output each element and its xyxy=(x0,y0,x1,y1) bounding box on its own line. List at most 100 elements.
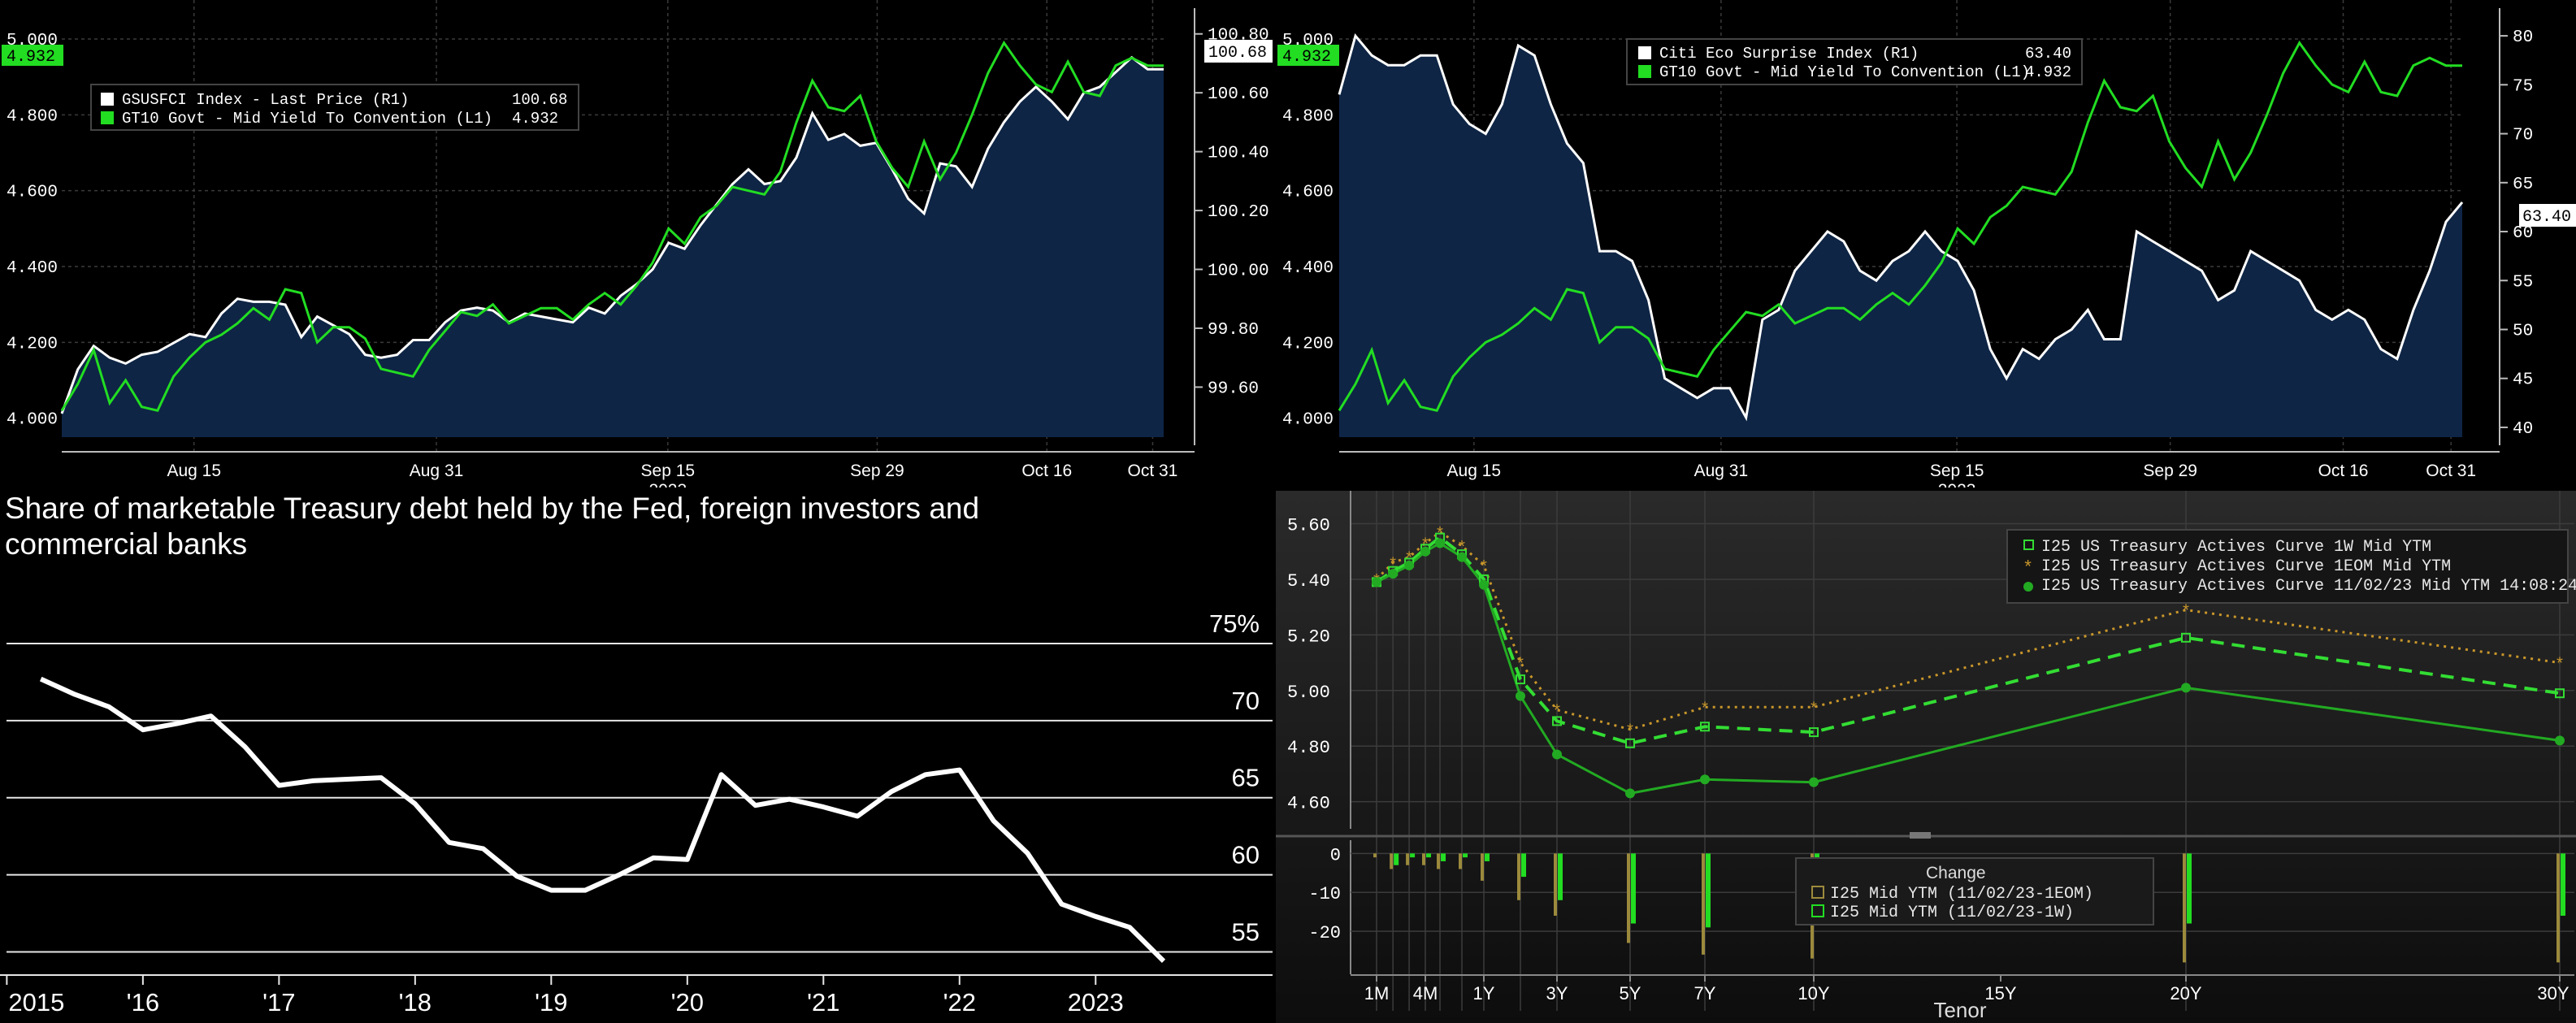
y-right-tick-label: 80 xyxy=(2513,28,2533,47)
curve-1eom-marker: * xyxy=(1809,700,1819,719)
change-bar-1eom xyxy=(1390,853,1394,869)
y-tick-label: 5.40 xyxy=(1287,571,1330,592)
gt10-line xyxy=(60,40,1164,413)
y-right-tick-label: 99.60 xyxy=(1208,379,1259,398)
pane-splitter-handle[interactable] xyxy=(1910,832,1931,839)
y-right-tick-label: 60 xyxy=(2513,224,2533,243)
y-right-tick-label: 100.00 xyxy=(1208,262,1269,281)
gt10-line xyxy=(1338,40,2462,413)
curve-1w-line xyxy=(1375,535,2561,745)
x-tick-label: 2015 xyxy=(8,988,64,1016)
gsusfci-area xyxy=(62,57,1164,437)
y-left-tick-label: 4.200 xyxy=(1282,335,1334,353)
x-tick-label: Oct 16 xyxy=(1021,462,1072,480)
curve-1w-marker xyxy=(2181,632,2191,643)
y-tick-label: 75% xyxy=(1209,609,1260,638)
y-tick-label: 70 xyxy=(1232,687,1260,715)
legend-swatch-white xyxy=(101,93,114,106)
x-tick-label: 5Y xyxy=(1620,983,1641,1003)
x-tick-label: Sep 29 xyxy=(850,462,904,480)
change-bar-1eom xyxy=(1437,853,1441,869)
change-bar-1w xyxy=(1441,853,1446,861)
legend-swatch-green xyxy=(101,111,114,124)
legend-box xyxy=(90,84,579,131)
curve-current-marker xyxy=(1552,749,1562,760)
last-left-value: 4.932 xyxy=(7,48,55,67)
y-right-tick-label: 50 xyxy=(2513,322,2533,340)
y-left-tick-label: 4.800 xyxy=(1282,107,1334,126)
y-tick-label: 5.20 xyxy=(1287,626,1330,647)
legend-label: I25 US Treasury Actives Curve 1W Mid YTM xyxy=(2041,538,2431,557)
curve-legend-box xyxy=(2006,529,2569,604)
legend-value: 100.68 xyxy=(512,91,567,109)
curve-1eom-line xyxy=(1375,530,2561,731)
year-label: 2023 xyxy=(1938,481,1976,488)
y-left-tick-label: 4.400 xyxy=(7,259,58,278)
x-axis-label: Tenor xyxy=(1933,998,1986,1022)
y-left-tick-label: 4.600 xyxy=(7,184,58,202)
change-bar-1w xyxy=(1410,853,1416,858)
curve-current-marker xyxy=(1457,552,1468,562)
change-bar-1w xyxy=(1485,853,1490,861)
x-tick-label: 20Y xyxy=(2170,983,2201,1003)
curve-current-marker xyxy=(1404,560,1415,570)
change-bar-1eom xyxy=(1702,853,1705,955)
curve-1eom-marker: * xyxy=(2181,604,2191,622)
curve-1w-marker xyxy=(2555,688,2565,699)
change-legend-swatch-1eom xyxy=(1811,886,1824,899)
change-bar-1w xyxy=(1394,853,1399,865)
curve-current-marker xyxy=(1700,774,1710,785)
y-left-tick-label: 4.800 xyxy=(7,107,58,126)
change-legend-label: I25 Mid YTM (11/02/23-1EOM) xyxy=(1830,885,2093,904)
citi-chart-panel: 4.000 4.200 4.400 4.600 4.800 5.000 40 45 50 55 60… xyxy=(1276,0,2576,488)
legend-label: GT10 Govt - Mid Yield To Convention (L1) xyxy=(1659,63,2030,81)
legend-marker-current xyxy=(2023,582,2033,592)
change-bar-1eom xyxy=(2556,853,2560,963)
change-legend-swatch-1w xyxy=(1811,904,1824,917)
x-tick-label: Oct 31 xyxy=(1128,462,1178,480)
yield-curve-chart: ************** 4.604.805.005.205.405.600… xyxy=(1276,491,2576,1023)
y-left-tick-label: 4.200 xyxy=(7,335,58,353)
curve-1w-marker xyxy=(1625,738,1635,748)
curve-current-marker xyxy=(1479,579,1489,590)
curve-1eom-marker: * xyxy=(2555,657,2565,675)
x-tick-label: 3Y xyxy=(1546,983,1568,1003)
axes: 4.0004.2004.4004.6004.8005.0004045505560… xyxy=(1282,8,2533,488)
y-right-tick-label: 65 xyxy=(2513,176,2533,194)
legend-value: 63.40 xyxy=(2025,45,2071,63)
y-left-tick-label: 4.000 xyxy=(7,411,58,430)
curve-current-marker xyxy=(2555,735,2565,746)
legend-box xyxy=(1626,38,2083,85)
change-bar-1eom xyxy=(2183,853,2186,963)
change-y-tick-label: 0 xyxy=(1330,845,1341,865)
citi-line xyxy=(1338,33,2464,422)
change-y-tick-label: -20 xyxy=(1308,923,1341,943)
curve-current-marker xyxy=(1809,777,1819,787)
axes: 4.60 4.80 5.00 5.20 5.40 5.60 0 -10 -20 1M 4M 1Y 3Y 5… xyxy=(1287,491,2574,1003)
curve-markers: ************** xyxy=(1372,526,2565,799)
x-tick-label: '16 xyxy=(127,988,159,1016)
x-tick-label: 1Y xyxy=(1473,983,1495,1003)
y-left-tick-label: 4.400 xyxy=(1282,259,1334,278)
legend-value: 4.932 xyxy=(512,110,558,128)
x-tick-label: Oct 16 xyxy=(2318,462,2369,480)
y-tick-label: 5.00 xyxy=(1287,683,1330,703)
legend-value: 4.932 xyxy=(2025,63,2071,81)
yield-curve-panel: ************** 4.604.805.005.205.405.600… xyxy=(1276,491,2576,1023)
curve-1w-marker xyxy=(1809,727,1819,738)
last-left-tag xyxy=(1277,45,1339,66)
legend-label: GT10 Govt - Mid Yield To Convention (L1) xyxy=(122,110,492,128)
x-tick-label: 30Y xyxy=(2537,983,2569,1003)
y-left-tick-label: 4.600 xyxy=(1282,184,1334,202)
x-tick-label: Sep 15 xyxy=(1930,462,1984,480)
change-bar-1eom xyxy=(1459,853,1463,869)
change-bar-1eom xyxy=(1406,853,1410,865)
x-tick-label: 1M xyxy=(1364,983,1390,1003)
treasury-share-line xyxy=(39,676,1166,964)
y-tick-label: 65 xyxy=(1232,764,1260,792)
change-bar-1eom xyxy=(1481,853,1484,881)
y-tick-label: 4.80 xyxy=(1287,738,1330,758)
grid xyxy=(7,642,1273,953)
change-bar-1eom xyxy=(1627,853,1630,943)
legend-label: I25 US Treasury Actives Curve 11/02/23 M… xyxy=(2041,577,2576,596)
